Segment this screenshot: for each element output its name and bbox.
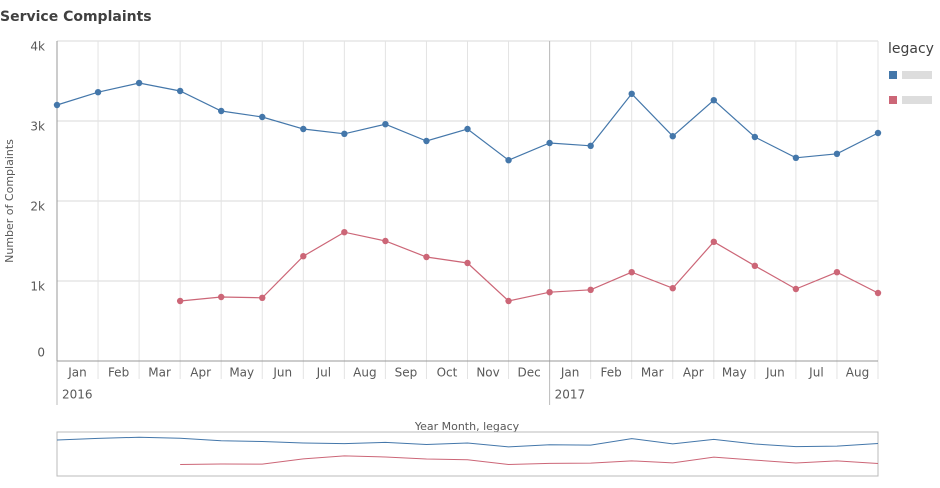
point xyxy=(628,269,635,276)
point xyxy=(505,157,512,164)
point xyxy=(751,133,759,141)
x-tick-label: May xyxy=(722,366,747,380)
x-tick-label: Apr xyxy=(683,366,704,380)
point xyxy=(792,285,800,293)
point xyxy=(423,137,430,145)
legend-swatch xyxy=(889,96,897,104)
x-tick-label: Mar xyxy=(641,366,664,380)
x-tick-label: Jun xyxy=(272,366,292,380)
legend-title: legacy xyxy=(888,41,934,57)
point xyxy=(874,129,882,137)
y-axis-title: Number of Complaints xyxy=(3,139,16,263)
point xyxy=(874,289,882,297)
x-tick-label: Oct xyxy=(437,366,458,380)
point xyxy=(792,154,800,161)
y-tick-label: 1k xyxy=(30,280,45,294)
point xyxy=(464,259,471,267)
x-tick-label: Sep xyxy=(395,366,418,380)
x-tick-label: Apr xyxy=(190,366,211,380)
x-tick-label: Nov xyxy=(476,366,499,380)
point xyxy=(341,229,348,236)
point xyxy=(751,262,759,269)
x-tick-label: Dec xyxy=(517,366,540,380)
year-label: 2016 xyxy=(62,388,93,402)
point xyxy=(382,121,389,128)
x-tick-label: Jan xyxy=(67,366,87,380)
point xyxy=(669,285,676,292)
point xyxy=(218,107,225,115)
point xyxy=(546,289,553,296)
year-label: 2017 xyxy=(555,388,586,402)
x-tick-label: Jan xyxy=(560,366,580,380)
point xyxy=(546,139,553,147)
legend-label-blurred xyxy=(902,71,932,79)
point xyxy=(833,150,841,157)
x-tick-label: Jul xyxy=(316,366,331,380)
point xyxy=(505,297,512,305)
x-tick-label: Jun xyxy=(765,366,785,380)
point xyxy=(341,130,348,137)
point xyxy=(587,286,594,293)
x-tick-label: Aug xyxy=(846,366,869,380)
y-tick-label: 4k xyxy=(30,40,45,54)
point xyxy=(833,269,841,276)
point xyxy=(300,253,307,260)
y-tick-label: 0 xyxy=(37,346,45,360)
legend-swatch xyxy=(889,71,897,79)
point xyxy=(94,89,102,96)
point xyxy=(382,237,389,245)
point xyxy=(710,97,717,104)
point xyxy=(669,133,676,140)
x-tick-label: Mar xyxy=(148,366,171,380)
x-tick-label: Jul xyxy=(808,366,823,380)
mini-line xyxy=(180,455,879,466)
x-axis-title: Year Month, legacy xyxy=(414,420,520,433)
point xyxy=(53,101,61,109)
point xyxy=(218,293,225,301)
point xyxy=(587,142,594,149)
point xyxy=(135,79,143,87)
legend-label-blurred xyxy=(902,96,932,104)
scrollbar[interactable] xyxy=(56,431,879,477)
point xyxy=(423,253,430,261)
chart-title: Service Complaints xyxy=(0,9,152,25)
point xyxy=(464,125,471,133)
point xyxy=(300,125,307,133)
point xyxy=(259,113,266,121)
y-tick-label: 2k xyxy=(30,200,45,214)
point xyxy=(176,297,184,305)
point xyxy=(176,87,184,95)
point xyxy=(628,90,635,98)
y-tick-label: 3k xyxy=(30,120,45,134)
x-tick-label: Feb xyxy=(108,366,129,380)
x-tick-label: May xyxy=(229,366,254,380)
series-line xyxy=(180,231,879,302)
x-tick-label: Aug xyxy=(353,366,376,380)
mini-line xyxy=(56,436,879,448)
point xyxy=(259,294,266,301)
point xyxy=(710,238,717,245)
x-tick-label: Feb xyxy=(601,366,622,380)
